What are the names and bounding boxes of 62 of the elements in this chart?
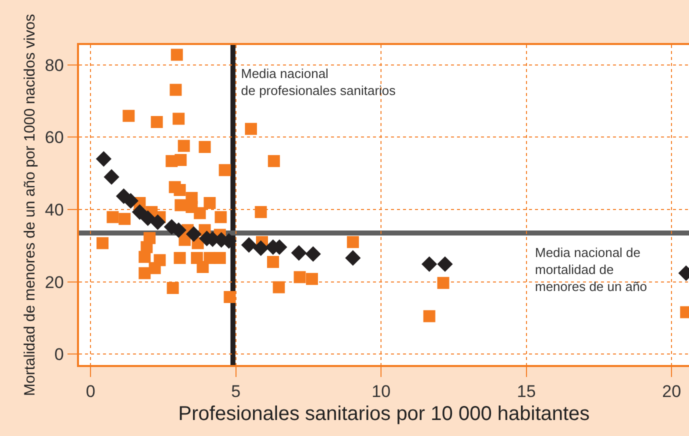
point [138,250,151,263]
point [140,210,156,226]
y-tick-label: 60 [44,128,64,148]
point [305,246,321,262]
point [132,204,148,220]
point [253,240,269,256]
x-tick-label: 15 [516,382,536,402]
point [170,48,183,61]
point [345,250,361,266]
point [122,193,138,209]
point [166,282,179,294]
point [174,252,186,264]
point [422,256,438,272]
point [96,151,112,167]
point [138,267,151,280]
point [291,245,307,261]
point [150,214,166,230]
point [106,211,119,224]
point [294,271,306,284]
y-tick-label: 0 [54,345,64,364]
point [150,116,163,128]
point [170,84,182,96]
point [214,211,227,224]
x-tick-label: 5 [231,382,241,402]
point [437,276,450,289]
point [172,112,185,125]
point [224,291,236,304]
y-tick-label: 80 [44,56,64,75]
x-tick-label: 20 [662,382,682,402]
point [204,197,216,210]
point [122,110,135,122]
point [272,281,285,294]
y-tick-label: 40 [44,200,64,220]
x-tick-label: 0 [86,382,96,402]
y-tick-label: 20 [44,272,64,292]
point [96,237,109,250]
point [178,140,190,152]
ref-line-label: Media nacional de mortalidad de menores de un año [535,245,648,294]
point [118,212,131,225]
point [186,226,202,242]
point [174,184,186,196]
point [214,252,226,264]
ref-line-label: Media nacional de profesionales sanitarios [241,66,396,98]
point [244,122,257,135]
point [306,272,318,285]
point [267,256,280,268]
y-axis-title: Mortalidad de menores de un año por 1000 nacidos vivos [22,14,39,396]
point [174,154,187,166]
point [254,206,267,218]
point [346,236,359,248]
point [423,310,436,322]
point [268,155,280,168]
x-tick-label: 10 [372,382,391,402]
point [194,207,206,220]
point [241,237,257,253]
point [104,169,120,185]
point [218,164,231,176]
point [437,256,453,272]
x-axis-title: Profesionales sanitarios por 10 000 habitantes [178,403,590,426]
point [174,199,187,212]
point [154,254,166,266]
point [198,140,211,153]
